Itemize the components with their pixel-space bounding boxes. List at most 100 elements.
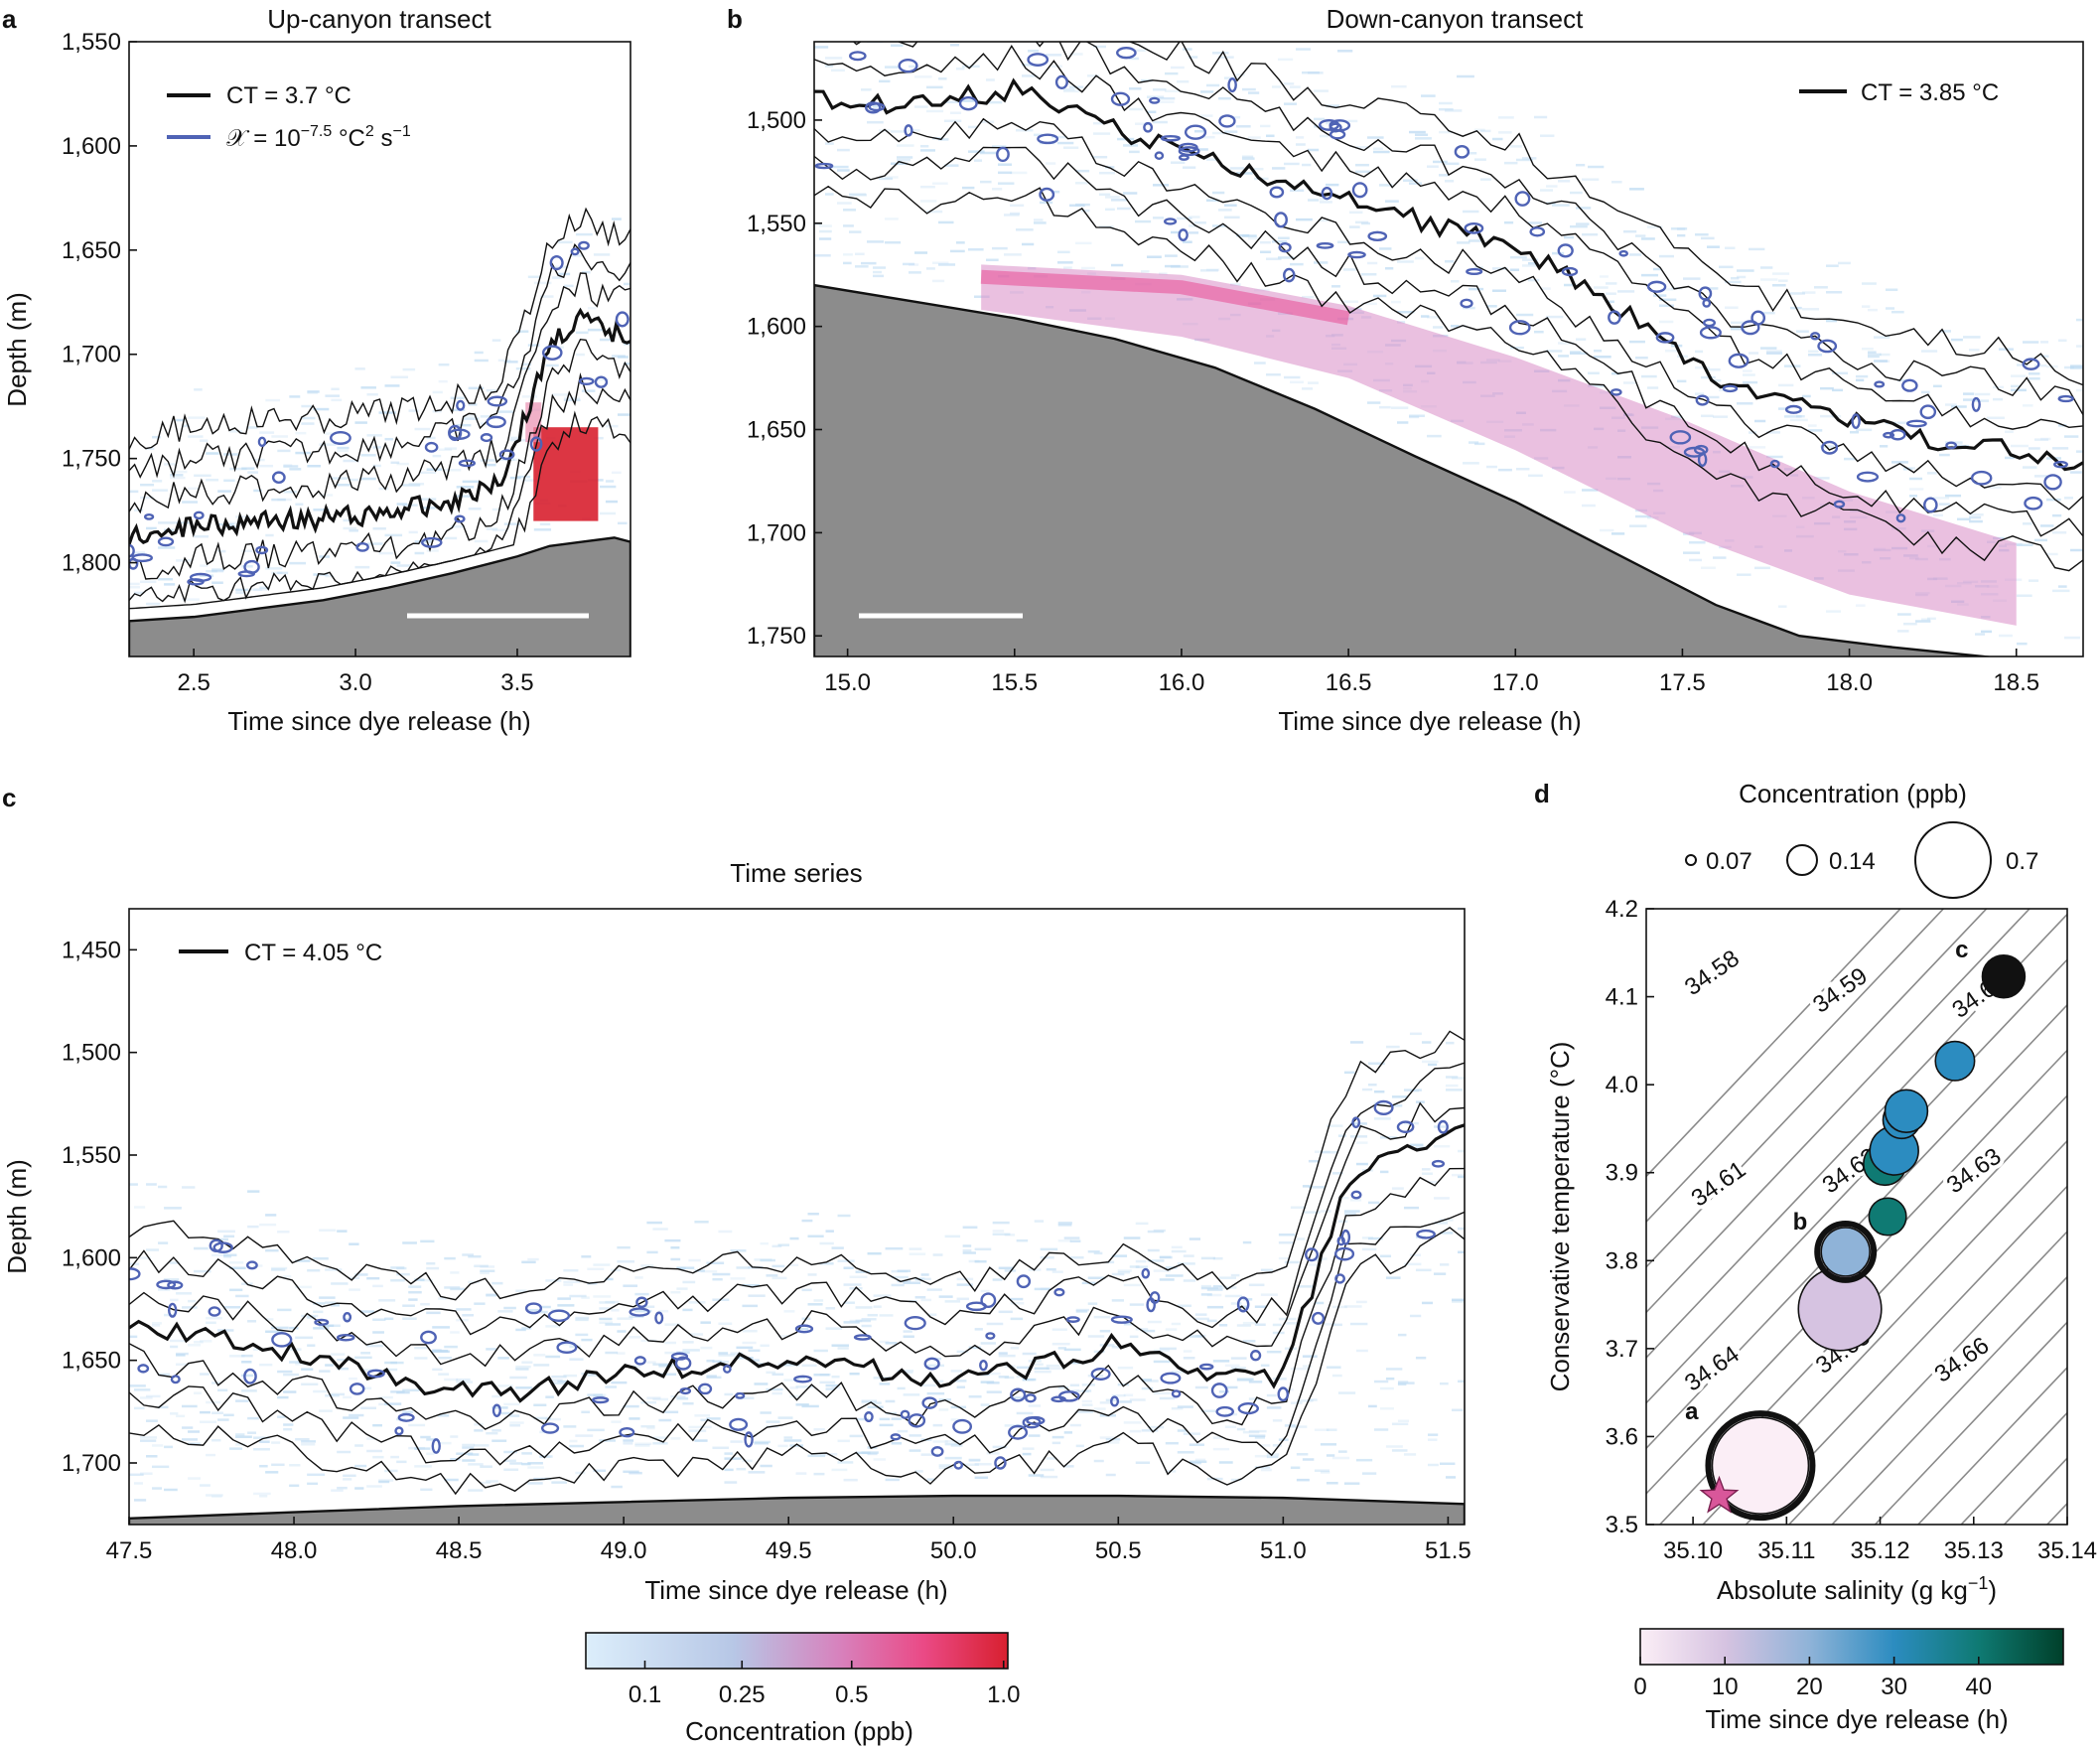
dye-streak — [736, 1346, 754, 1350]
dye-streak — [1451, 1298, 1465, 1302]
dye-streak — [1141, 78, 1153, 82]
dye-streak — [670, 1290, 681, 1294]
dye-streak — [438, 363, 450, 366]
dye-streak — [486, 1480, 498, 1483]
dye-streak — [623, 1404, 639, 1408]
dye-streak — [1409, 414, 1425, 417]
dye-streak — [384, 437, 393, 441]
dye-streak — [807, 1273, 817, 1276]
dye-streak — [188, 1430, 201, 1433]
dye-streak — [235, 591, 245, 594]
dye-streak — [1326, 1428, 1337, 1431]
dye-streak — [801, 1219, 813, 1223]
dye-streak — [1713, 379, 1722, 382]
panel-d-ylabel: Conservative temperature (°C) — [1545, 1042, 1575, 1392]
dye-streak — [456, 1378, 471, 1382]
dye-streak — [271, 1266, 288, 1270]
chi-contour — [355, 541, 369, 552]
dye-streak — [1159, 272, 1168, 275]
dye-streak — [307, 1268, 321, 1272]
dye-streak — [1081, 209, 1090, 213]
dye-streak — [754, 1441, 770, 1445]
dye-streak — [414, 1346, 428, 1350]
dye-streak — [801, 1288, 812, 1292]
dye-streak — [1629, 524, 1647, 527]
dye-streak — [390, 1278, 405, 1282]
dye-streak — [1165, 72, 1179, 75]
legend-ct-label: CT = 3.85 °C — [1861, 79, 1999, 106]
dye-streak — [146, 1455, 158, 1458]
dye-streak — [241, 1361, 252, 1364]
dye-streak — [1588, 165, 1605, 169]
x-tick-label: 51.5 — [1425, 1537, 1471, 1564]
dye-streak — [1641, 374, 1657, 378]
dye-streak — [253, 1492, 271, 1496]
dye-streak — [1606, 282, 1617, 285]
panel-a-frame — [128, 41, 631, 657]
dye-band-core — [980, 269, 1350, 326]
dye-streak — [1403, 1206, 1420, 1210]
dye-streak — [1421, 1168, 1431, 1171]
dye-streak — [2070, 366, 2083, 369]
dye-streak — [837, 1439, 850, 1443]
dye-streak — [873, 1401, 882, 1404]
dye-streak — [1832, 388, 1844, 392]
dye-streak — [920, 149, 936, 152]
dye-streak — [1046, 1267, 1056, 1271]
dye-streak — [1177, 217, 1192, 220]
dye-streak — [129, 582, 140, 586]
chi-contour — [996, 146, 1010, 163]
dye-streak — [718, 1352, 729, 1355]
dye-streak — [1290, 262, 1304, 266]
dye-streak — [206, 1316, 222, 1320]
x-tick-label: 51.0 — [1260, 1537, 1307, 1564]
dye-streak — [724, 1392, 734, 1396]
dye-streak — [1737, 401, 1753, 405]
dye-streak — [1028, 1474, 1045, 1477]
dye-streak — [1254, 1305, 1267, 1308]
dye-streak — [956, 1385, 966, 1388]
dye-streak — [1582, 504, 1596, 508]
isopycnal-label: 34.63 — [1942, 1143, 2007, 1200]
dye-streak — [1433, 160, 1448, 164]
dye-streak — [313, 509, 330, 511]
chi-contour — [1895, 513, 1906, 523]
dye-streak — [390, 1266, 405, 1269]
dye-streak — [1337, 1134, 1347, 1137]
chi-contour — [421, 536, 443, 548]
legend-ct-label: CT = 4.05 °C — [244, 940, 382, 966]
chi-contour — [1508, 320, 1531, 336]
dye-streak — [354, 1464, 367, 1468]
dye-streak — [343, 526, 357, 530]
dye-streak — [801, 1364, 817, 1368]
dye-streak — [509, 1462, 523, 1465]
dye-streak — [229, 1447, 242, 1450]
dye-streak — [1093, 1407, 1106, 1410]
dye-streak — [307, 1482, 319, 1486]
dye-streak — [277, 1308, 292, 1312]
dye-streak — [1153, 1391, 1171, 1395]
isopycnal-label: 34.64 — [1680, 1341, 1745, 1397]
dye-streak — [771, 1244, 782, 1248]
dye-streak — [1492, 267, 1508, 270]
dye-streak — [1987, 416, 2005, 420]
dye-streak — [867, 1405, 884, 1408]
dye-streak — [480, 1465, 492, 1468]
dye-streak — [980, 1342, 996, 1345]
dye-streak — [563, 1425, 577, 1428]
dye-streak — [1504, 220, 1514, 224]
dye-streak — [194, 1246, 209, 1250]
dye-streak — [307, 1473, 326, 1477]
dye-streak — [390, 1455, 400, 1459]
dye-streak — [1135, 1222, 1149, 1226]
dye-streak — [217, 1388, 228, 1392]
dye-streak — [372, 1318, 386, 1321]
dye-streak — [1385, 1276, 1401, 1279]
size-legend-title: Concentration (ppb) — [1739, 779, 1967, 808]
dye-streak — [1063, 1348, 1081, 1352]
dye-streak — [873, 1294, 892, 1297]
dye-streak — [944, 1300, 961, 1303]
dye-streak — [1177, 1429, 1188, 1432]
dye-streak — [146, 1183, 157, 1186]
dye-streak — [1403, 1262, 1422, 1266]
